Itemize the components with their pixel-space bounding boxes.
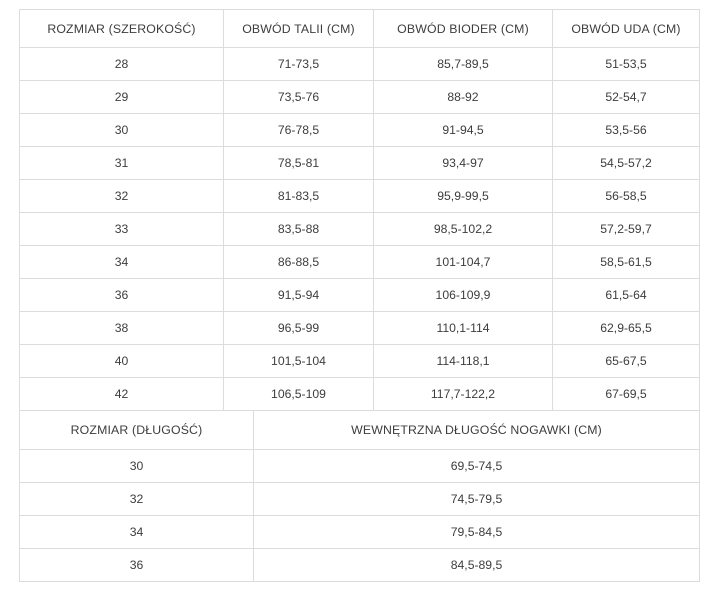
table-row: 31 78,5-81 93,4-97 54,5-57,2 — [19, 146, 700, 180]
cell-size: 32 — [19, 482, 254, 516]
cell-inseam: 79,5-84,5 — [253, 515, 700, 549]
cell-size: 34 — [19, 245, 224, 279]
cell-size: 36 — [19, 548, 254, 582]
cell-thigh: 57,2-59,7 — [552, 212, 700, 246]
cell-size: 42 — [19, 377, 224, 411]
cell-thigh: 51-53,5 — [552, 47, 700, 81]
cell-waist: 86-88,5 — [223, 245, 374, 279]
cell-thigh: 62,9-65,5 — [552, 311, 700, 345]
length-size-table: ROZMIAR (DŁUGOŚĆ) WEWNĘTRZNA DŁUGOŚĆ NOG… — [19, 410, 700, 582]
table-row: 40 101,5-104 114-118,1 65-67,5 — [19, 344, 700, 378]
cell-inseam: 74,5-79,5 — [253, 482, 700, 516]
column-header-hip: OBWÓD BIODER (CM) — [373, 9, 553, 48]
table-row: 32 74,5-79,5 — [19, 482, 700, 516]
cell-inseam: 84,5-89,5 — [253, 548, 700, 582]
cell-waist: 106,5-109 — [223, 377, 374, 411]
cell-size: 40 — [19, 344, 224, 378]
cell-size: 36 — [19, 278, 224, 312]
cell-waist: 71-73,5 — [223, 47, 374, 81]
cell-thigh: 54,5-57,2 — [552, 146, 700, 180]
table-header-row: ROZMIAR (DŁUGOŚĆ) WEWNĘTRZNA DŁUGOŚĆ NOG… — [19, 410, 700, 450]
cell-size: 31 — [19, 146, 224, 180]
table-row: 36 91,5-94 106-109,9 61,5-64 — [19, 278, 700, 312]
table-row: 30 76-78,5 91-94,5 53,5-56 — [19, 113, 700, 147]
cell-hip: 85,7-89,5 — [373, 47, 553, 81]
cell-thigh: 67-69,5 — [552, 377, 700, 411]
table-row: 42 106,5-109 117,7-122,2 67-69,5 — [19, 377, 700, 411]
column-header-size-length: ROZMIAR (DŁUGOŚĆ) — [19, 410, 254, 450]
cell-size: 38 — [19, 311, 224, 345]
cell-size: 30 — [19, 113, 224, 147]
cell-thigh: 58,5-61,5 — [552, 245, 700, 279]
cell-thigh: 56-58,5 — [552, 179, 700, 213]
cell-hip: 117,7-122,2 — [373, 377, 553, 411]
cell-hip: 110,1-114 — [373, 311, 553, 345]
cell-size: 30 — [19, 449, 254, 483]
cell-waist: 81-83,5 — [223, 179, 374, 213]
cell-waist: 76-78,5 — [223, 113, 374, 147]
table-row: 30 69,5-74,5 — [19, 449, 700, 483]
table-row: 36 84,5-89,5 — [19, 548, 700, 582]
cell-hip: 98,5-102,2 — [373, 212, 553, 246]
cell-size: 29 — [19, 80, 224, 114]
cell-hip: 95,9-99,5 — [373, 179, 553, 213]
cell-thigh: 53,5-56 — [552, 113, 700, 147]
cell-hip: 106-109,9 — [373, 278, 553, 312]
table-row: 33 83,5-88 98,5-102,2 57,2-59,7 — [19, 212, 700, 246]
column-header-size-width: ROZMIAR (SZEROKOŚĆ) — [19, 9, 224, 48]
cell-thigh: 65-67,5 — [552, 344, 700, 378]
table-row: 28 71-73,5 85,7-89,5 51-53,5 — [19, 47, 700, 81]
cell-waist: 101,5-104 — [223, 344, 374, 378]
cell-inseam: 69,5-74,5 — [253, 449, 700, 483]
column-header-thigh: OBWÓD UDA (CM) — [552, 9, 700, 48]
cell-waist: 96,5-99 — [223, 311, 374, 345]
table-row: 32 81-83,5 95,9-99,5 56-58,5 — [19, 179, 700, 213]
cell-size: 28 — [19, 47, 224, 81]
width-size-table: ROZMIAR (SZEROKOŚĆ) OBWÓD TALII (CM) OBW… — [19, 9, 700, 411]
column-header-inseam: WEWNĘTRZNA DŁUGOŚĆ NOGAWKI (CM) — [253, 410, 700, 450]
cell-waist: 83,5-88 — [223, 212, 374, 246]
cell-hip: 93,4-97 — [373, 146, 553, 180]
column-header-waist: OBWÓD TALII (CM) — [223, 9, 374, 48]
cell-hip: 91-94,5 — [373, 113, 553, 147]
cell-thigh: 52-54,7 — [552, 80, 700, 114]
cell-hip: 88-92 — [373, 80, 553, 114]
cell-hip: 101-104,7 — [373, 245, 553, 279]
cell-size: 34 — [19, 515, 254, 549]
table-row: 29 73,5-76 88-92 52-54,7 — [19, 80, 700, 114]
cell-size: 33 — [19, 212, 224, 246]
table-row: 34 86-88,5 101-104,7 58,5-61,5 — [19, 245, 700, 279]
table-row: 34 79,5-84,5 — [19, 515, 700, 549]
table-row: 38 96,5-99 110,1-114 62,9-65,5 — [19, 311, 700, 345]
cell-thigh: 61,5-64 — [552, 278, 700, 312]
cell-waist: 91,5-94 — [223, 278, 374, 312]
cell-hip: 114-118,1 — [373, 344, 553, 378]
cell-waist: 73,5-76 — [223, 80, 374, 114]
cell-waist: 78,5-81 — [223, 146, 374, 180]
table-header-row: ROZMIAR (SZEROKOŚĆ) OBWÓD TALII (CM) OBW… — [19, 9, 700, 48]
cell-size: 32 — [19, 179, 224, 213]
